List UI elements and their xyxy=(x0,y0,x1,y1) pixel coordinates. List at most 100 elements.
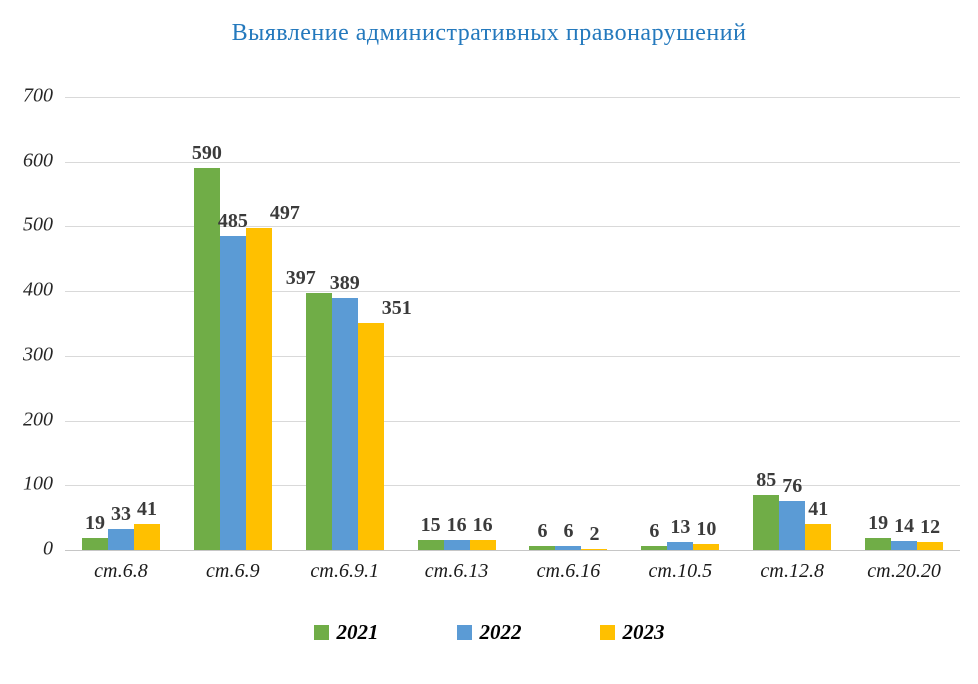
bar-group-ст.6.16: 6 6 2 ст.6.16 xyxy=(513,97,625,582)
bar-2021-ст.6.8: 19 xyxy=(81,512,108,550)
x-axis-label-ст.6.9.1: ст.6.9.1 xyxy=(310,560,379,582)
gridline-0 xyxy=(65,550,960,551)
bars-ст.6.9: 590 485 497 xyxy=(192,142,300,550)
bar-groups: 19 33 41 ст.6.8 590 485 497 ст.6.9 397 389 351 ст.6… xyxy=(65,97,960,582)
bar-value-label: 19 xyxy=(868,511,889,534)
y-tick-label-700: 700 xyxy=(23,84,53,107)
y-tick-label-600: 600 xyxy=(23,149,53,172)
legend: 2021 2022 2023 xyxy=(0,620,978,645)
legend-label: 2022 xyxy=(479,620,522,644)
bar-group-ст.6.9.1: 397 389 351 ст.6.9.1 xyxy=(286,97,412,582)
bar-value-label: 16 xyxy=(446,513,467,536)
bars-ст.6.13: 15 16 16 xyxy=(417,514,496,550)
bar-2023-ст.6.9: 497 xyxy=(245,202,300,550)
bar-2022-ст.6.9.1: 389 xyxy=(330,272,360,550)
legend-swatch-2023 xyxy=(599,625,615,640)
y-tick-label-400: 400 xyxy=(23,278,53,301)
bar-2022-ст.6.13: 16 xyxy=(443,514,470,550)
bars-ст.6.9.1: 397 389 351 xyxy=(286,267,412,550)
bar-group-ст.20.20: 19 14 12 ст.20.20 xyxy=(848,97,960,582)
y-tick-label-0: 0 xyxy=(43,537,53,560)
gridline-400 xyxy=(65,291,960,293)
bar-2021-ст.20.20: 19 xyxy=(865,512,892,550)
gridline-600 xyxy=(65,161,960,163)
bar-group-ст.6.13: 15 16 16 ст.6.13 xyxy=(401,97,513,582)
bar-value-label: 13 xyxy=(670,515,691,538)
gridline-100 xyxy=(65,485,960,487)
x-axis-label-ст.6.8: ст.6.8 xyxy=(94,560,148,582)
bar-2021-ст.10.5: 6 xyxy=(641,520,668,550)
bars-ст.10.5: 6 13 10 xyxy=(641,516,720,550)
bar-group-ст.12.8: 85 76 41 ст.12.8 xyxy=(736,97,848,582)
legend-swatch-2021 xyxy=(313,625,329,640)
bar-value-label: 19 xyxy=(84,511,105,534)
x-axis-label-ст.6.9: ст.6.9 xyxy=(206,560,260,582)
bar-2023-ст.10.5: 10 xyxy=(693,518,720,550)
x-axis-label-ст.6.13: ст.6.13 xyxy=(424,560,489,582)
gridline-700 xyxy=(65,97,960,98)
x-axis-label-ст.10.5: ст.10.5 xyxy=(648,560,713,582)
bar-2021-ст.6.16: 6 xyxy=(529,520,556,550)
legend-label: 2023 xyxy=(622,620,665,644)
gridline-500 xyxy=(65,226,960,228)
bar-value-label: 10 xyxy=(696,517,717,540)
x-axis-label-ст.12.8: ст.12.8 xyxy=(760,560,824,582)
legend-item-2021: 2021 xyxy=(313,620,379,645)
bars-ст.6.8: 19 33 41 xyxy=(81,498,160,550)
bar-2021-ст.12.8: 85 xyxy=(753,469,780,550)
bar-value-label: 397 xyxy=(285,267,316,290)
bar-value-label: 33 xyxy=(110,502,131,525)
bar-group-ст.6.8: 19 33 41 ст.6.8 xyxy=(65,97,177,582)
legend-item-2022: 2022 xyxy=(456,620,522,645)
bar-value-label: 485 xyxy=(217,210,248,233)
bar-value-label: 14 xyxy=(894,514,915,537)
plot-area: 0 100 200 300 400 500 600 700 19 33 41 ст.6.8 590 48… xyxy=(23,84,960,582)
legend-label: 2021 xyxy=(336,620,379,644)
bar-2023-ст.6.8: 41 xyxy=(133,498,160,550)
bar-2022-ст.10.5: 13 xyxy=(667,516,694,550)
bar-group-ст.10.5: 6 13 10 ст.10.5 xyxy=(624,97,736,582)
bar-value-label: 12 xyxy=(920,516,941,539)
bar-2022-ст.12.8: 76 xyxy=(779,475,806,550)
x-axis-label-ст.6.16: ст.6.16 xyxy=(536,560,601,582)
bar-group-ст.6.9: 590 485 497 ст.6.9 xyxy=(177,97,300,582)
bar-value-label: 6 xyxy=(537,520,548,543)
bar-value-label: 41 xyxy=(808,497,829,520)
legend-swatch-2022 xyxy=(456,625,472,640)
bar-2023-ст.6.9.1: 351 xyxy=(357,297,412,550)
bars-ст.12.8: 85 76 41 xyxy=(753,469,832,550)
bar-value-label: 16 xyxy=(472,513,493,536)
bar-value-label: 2 xyxy=(589,522,600,545)
y-tick-label-300: 300 xyxy=(23,343,53,366)
bar-2023-ст.20.20: 12 xyxy=(917,516,944,550)
y-tick-label-500: 500 xyxy=(23,213,53,236)
bar-value-label: 6 xyxy=(563,520,574,543)
legend-item-2023: 2023 xyxy=(599,620,665,645)
bar-value-label: 15 xyxy=(420,514,441,537)
bar-2023-ст.6.13: 16 xyxy=(469,514,496,550)
bar-value-label: 76 xyxy=(782,474,803,497)
x-axis-label-ст.20.20: ст.20.20 xyxy=(867,560,941,582)
bar-2022-ст.20.20: 14 xyxy=(891,515,918,550)
bars-ст.20.20: 19 14 12 xyxy=(865,512,944,550)
bar-value-label: 41 xyxy=(136,497,157,520)
bar-2023-ст.12.8: 41 xyxy=(805,498,832,550)
bar-2022-ст.6.9: 485 xyxy=(218,210,248,550)
bar-2021-ст.6.9.1: 397 xyxy=(286,267,332,550)
bar-2021-ст.6.9: 590 xyxy=(192,142,222,550)
bar-2021-ст.6.13: 15 xyxy=(417,514,444,550)
y-tick-label-200: 200 xyxy=(23,407,53,430)
bar-value-label: 85 xyxy=(756,469,777,491)
bar-2023-ст.6.16: 2 xyxy=(581,523,608,550)
gridline-200 xyxy=(65,420,960,422)
bar-value-label: 497 xyxy=(269,202,300,225)
bar-value-label: 389 xyxy=(329,272,360,295)
chart-title: Выявление административных правонарушени… xyxy=(231,20,747,46)
gridline-300 xyxy=(65,355,960,357)
y-tick-label-100: 100 xyxy=(23,472,53,495)
bar-value-label: 590 xyxy=(191,142,222,165)
bar-2022-ст.6.16: 6 xyxy=(555,520,582,550)
bar-2022-ст.6.8: 33 xyxy=(107,503,134,550)
